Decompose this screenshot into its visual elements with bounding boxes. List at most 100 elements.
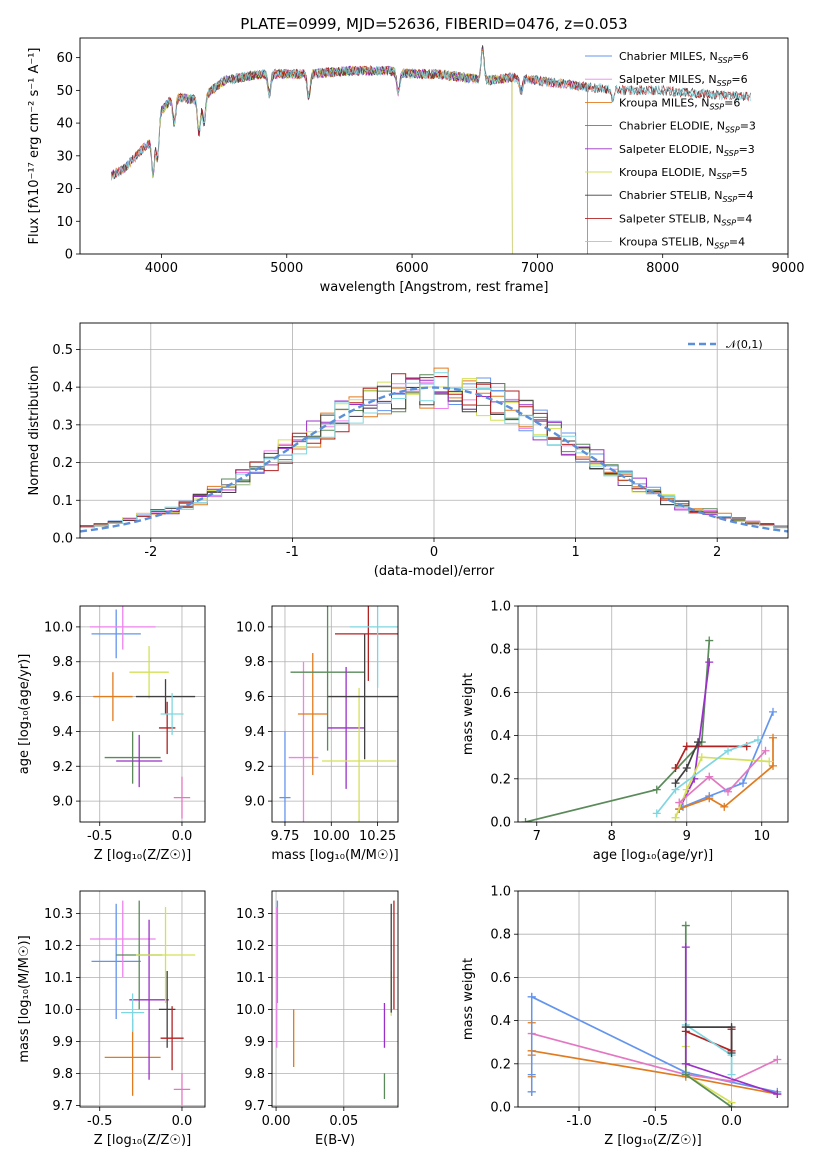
x-tick-label: 9.75: [270, 829, 299, 844]
y-tick-label: 9.9: [52, 1035, 73, 1050]
x-axis-label: mass [log₁₀(M/M☉)]: [271, 848, 398, 863]
x-tick-label: 7: [533, 829, 541, 844]
y-axis-label: mass [log₁₀(M/M☉)]: [17, 935, 32, 1062]
y-tick-label: 1.0: [490, 885, 511, 900]
y-tick-label: 9.6: [52, 690, 73, 705]
x-tick-label: 10: [753, 829, 770, 844]
y-tick-label: 0.8: [490, 643, 511, 658]
plot-area-mass-weight-Z: [527, 921, 782, 1107]
weight-point: [769, 761, 777, 770]
x-tick-label: -0.5: [643, 1114, 668, 1129]
weight-point: [652, 785, 661, 794]
y-tick-label: 10.2: [44, 939, 73, 954]
figure-title: PLATE=0999, MJD=52636, FIBERID=0476, z=0…: [240, 15, 627, 33]
y-tick-label: 60: [56, 51, 73, 66]
weight-line-7: [656, 739, 759, 814]
weight-point: [681, 1059, 690, 1068]
x-tick-label: 6000: [396, 261, 429, 276]
y-tick-label: 10.3: [44, 907, 73, 922]
axes-frame: [79, 890, 206, 1108]
axes-frame: [271, 890, 399, 1108]
y-tick-label: 0.2: [490, 1057, 511, 1072]
legend-label: Kroupa ELODIE, NSSP=5: [619, 166, 748, 181]
weight-point: [681, 1023, 690, 1032]
x-tick-label: 0: [430, 545, 438, 560]
legend-label: 𝒩(0,1): [726, 338, 763, 351]
spectrum-line-1: [111, 47, 588, 254]
y-tick-label: 0.6: [490, 971, 511, 986]
weight-point: [682, 764, 691, 772]
y-tick-label: 10: [56, 215, 73, 230]
y-tick-label: 10.0: [236, 1003, 265, 1018]
weight-point: [682, 785, 691, 794]
axes-frame: [517, 890, 789, 1108]
y-axis-label: mass weight: [461, 673, 476, 755]
weight-line-4: [674, 756, 770, 819]
weight-point: [521, 818, 530, 822]
y-tick-label: 10.0: [236, 620, 265, 635]
x-axis-label: (data-model)/error: [374, 564, 495, 579]
weight-point: [769, 733, 777, 742]
x-axis-label: E(B-V): [315, 1133, 355, 1148]
y-tick-label: 9.4: [52, 725, 73, 740]
x-tick-label: 0.0: [172, 1114, 193, 1129]
weight-point: [724, 746, 732, 755]
y-tick-label: 9.6: [244, 690, 265, 705]
y-tick-label: 9.8: [52, 1067, 73, 1082]
y-tick-label: 40: [56, 117, 73, 132]
x-tick-label: 9000: [771, 261, 804, 276]
weight-point: [694, 738, 702, 747]
y-tick-label: 10.0: [44, 620, 73, 635]
y-tick-label: 0.4: [490, 729, 511, 744]
y-tick-label: 10.2: [236, 939, 265, 954]
y-tick-label: 9.8: [244, 655, 265, 670]
y-tick-label: 9.2: [52, 760, 73, 775]
x-tick-label: 8: [608, 829, 616, 844]
weight-point: [705, 636, 714, 645]
weight-point: [671, 779, 680, 788]
legend-label: Salpeter MILES, NSSP=6: [619, 73, 748, 88]
x-tick-label: -0.5: [87, 1114, 112, 1129]
plot-area-mass-weight-age: [521, 636, 777, 822]
y-axis-label: mass weight: [461, 958, 476, 1040]
y-tick-label: 10.0: [44, 1003, 73, 1018]
y-tick-label: 0.0: [52, 532, 73, 547]
weight-point: [671, 764, 680, 772]
weight-point: [727, 1049, 736, 1057]
axes-frame: [79, 605, 206, 823]
normal-curve: [80, 386, 788, 533]
y-tick-label: 9.7: [244, 1099, 265, 1114]
x-tick-label: 1: [571, 545, 579, 560]
weight-point: [773, 1055, 782, 1064]
x-axis-label: wavelength [Angstrom, rest frame]: [320, 280, 549, 295]
weight-point: [724, 787, 732, 796]
weight-point: [705, 794, 714, 803]
weight-point: [727, 1070, 736, 1079]
x-tick-label: -1: [286, 545, 299, 560]
y-tick-label: 50: [56, 84, 73, 99]
x-tick-label: -0.5: [87, 829, 112, 844]
weight-point: [773, 1090, 782, 1099]
x-tick-label: 0.05: [329, 1114, 358, 1129]
plot-area-mass-EBV: [276, 900, 395, 1099]
panel-spectrum: 4000 5000 6000 7000 8000 9000 0 10 20 30 40 50 60 wav…: [27, 37, 805, 295]
plot-area-residuals: [80, 367, 788, 533]
weight-point: [720, 802, 729, 811]
y-tick-label: 0.0: [490, 1101, 511, 1116]
x-tick-label: 8000: [646, 261, 679, 276]
x-tick-label: 5000: [270, 261, 303, 276]
y-axis-label: Flux [fλ10⁻¹⁷ erg cm⁻² s⁻¹ A⁻¹]: [27, 48, 42, 245]
weight-point: [727, 1023, 736, 1032]
weight-line-2: [531, 1032, 778, 1082]
y-tick-label: 0.0: [490, 816, 511, 831]
x-tick-label: 9: [683, 829, 691, 844]
x-axis-label: Z [log₁₀(Z/Z☉)]: [94, 1133, 191, 1148]
x-tick-label: 10.25: [359, 829, 396, 844]
panel-age-Z: -0.5 0.0 9.0 9.2 9.4 9.6 9.8 10.0 Z [log₁₀(Z/Z☉)…: [17, 605, 206, 863]
y-tick-label: 10.3: [236, 907, 265, 922]
spectrum-line-4: [148, 45, 513, 254]
x-tick-label: 0.0: [172, 829, 193, 844]
panel-age-mass: 9.75 10.00 10.25 9.0 9.2 9.4 9.6 9.8 10.0 mass [l…: [236, 605, 399, 863]
x-tick-label: 0.00: [262, 1114, 291, 1129]
